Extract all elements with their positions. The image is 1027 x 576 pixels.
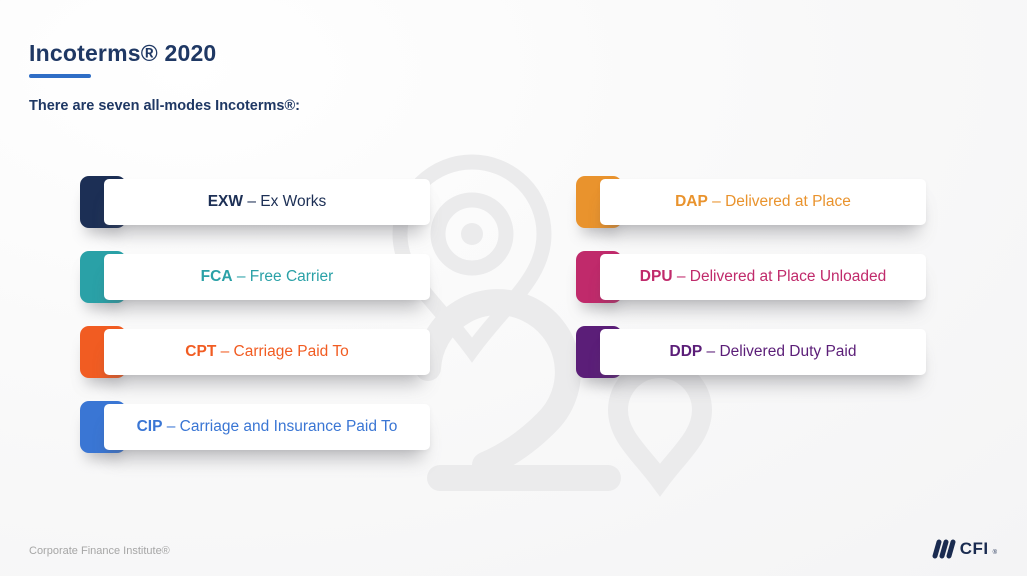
incoterm-code: DPU (639, 268, 673, 285)
incoterm-label: FCA – Free Carrier (201, 268, 334, 286)
incoterm-name: – Delivered at Place Unloaded (672, 268, 887, 285)
incoterm-card-cpt: CPT – Carriage Paid To (80, 326, 430, 378)
title-accent-underline (29, 74, 91, 78)
card-body: DDP – Delivered Duty Paid (600, 329, 926, 375)
incoterm-name: – Carriage and Insurance Paid To (162, 418, 398, 435)
page-title: Incoterms® 2020 (29, 40, 217, 66)
card-body: EXW – Ex Works (104, 179, 430, 225)
incoterm-code: CIP (136, 418, 163, 435)
incoterm-code: DDP (669, 343, 703, 360)
incoterm-label: DPU – Delivered at Place Unloaded (640, 268, 886, 286)
incoterm-card-cip: CIP – Carriage and Insurance Paid To (80, 401, 430, 453)
incoterm-card-exw: EXW – Ex Works (80, 176, 430, 228)
column-right: DAP – Delivered at Place DPU – Delivered … (576, 176, 926, 378)
card-body: CPT – Carriage Paid To (104, 329, 430, 375)
incoterm-label: DDP – Delivered Duty Paid (670, 343, 857, 361)
card-body: DAP – Delivered at Place (600, 179, 926, 225)
incoterm-name: – Delivered Duty Paid (702, 343, 857, 360)
cfi-logo-trademark: ® (992, 550, 997, 556)
incoterm-code: FCA (200, 268, 233, 285)
cfi-logo-text: CFI (959, 539, 989, 558)
page-subtitle: There are seven all-modes Incoterms®: (29, 98, 300, 114)
card-body: DPU – Delivered at Place Unloaded (600, 254, 926, 300)
incoterm-code: DAP (675, 193, 708, 210)
cfi-logo: CFI ® (930, 539, 997, 559)
incoterm-name: – Ex Works (243, 193, 327, 210)
cfi-logo-bars-icon (932, 539, 956, 559)
incoterm-code: CPT (185, 343, 217, 360)
incoterm-code: EXW (207, 193, 244, 210)
incoterm-name: – Carriage Paid To (216, 343, 349, 360)
incoterm-card-ddp: DDP – Delivered Duty Paid (576, 326, 926, 378)
card-body: FCA – Free Carrier (104, 254, 430, 300)
incoterm-card-dap: DAP – Delivered at Place (576, 176, 926, 228)
incoterm-label: CPT – Carriage Paid To (185, 343, 348, 361)
column-left: EXW – Ex Works FCA – Free Carrier CPT – Ca… (80, 176, 430, 453)
incoterm-card-dpu: DPU – Delivered at Place Unloaded (576, 251, 926, 303)
incoterm-label: EXW – Ex Works (208, 193, 327, 211)
incoterm-label: DAP – Delivered at Place (675, 193, 851, 211)
attribution-text: Corporate Finance Institute® (29, 545, 170, 557)
card-body: CIP – Carriage and Insurance Paid To (104, 404, 430, 450)
incoterm-name: – Delivered at Place (707, 193, 851, 210)
incoterm-card-fca: FCA – Free Carrier (80, 251, 430, 303)
incoterm-label: CIP – Carriage and Insurance Paid To (137, 418, 398, 436)
incoterm-name: – Free Carrier (232, 268, 334, 285)
